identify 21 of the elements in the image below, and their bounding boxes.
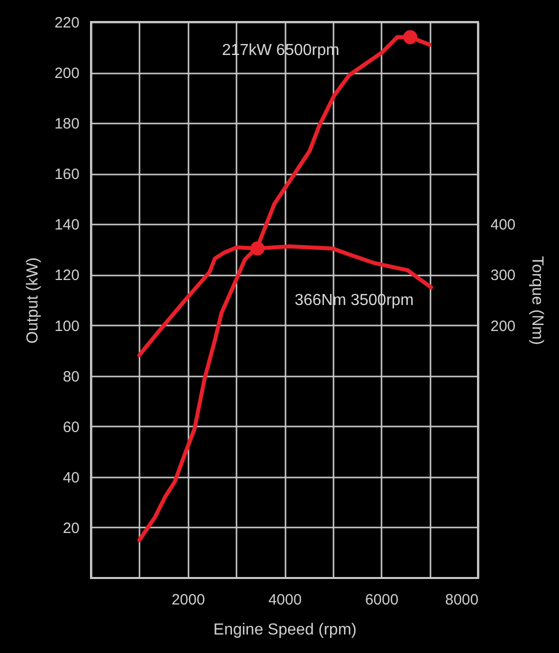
y2-tick-label: 300 <box>490 267 516 284</box>
x-tick-label: 6000 <box>365 592 398 608</box>
y-tick-label: 160 <box>54 166 80 184</box>
y2-tick-label: 200 <box>490 318 516 335</box>
y-tick-label: 220 <box>54 14 80 32</box>
y-tick-label: 200 <box>54 65 80 82</box>
y-tick-label: 100 <box>54 318 80 335</box>
x-tick-label: 4000 <box>268 592 302 608</box>
y-tick-label: 20 <box>62 520 80 537</box>
y-tick-label: 40 <box>62 469 80 486</box>
y-tick-label: 120 <box>54 267 80 284</box>
x-tick-label: 2000 <box>172 592 205 608</box>
y2-tick-label: 400 <box>490 216 516 234</box>
y-tick-label: 80 <box>62 368 80 386</box>
y-tick-label: 60 <box>62 418 80 436</box>
x-tick-label: 8000 <box>445 592 478 608</box>
y-tick-label: 180 <box>54 116 80 133</box>
y-tick-label: 140 <box>54 216 80 234</box>
x-axis-title: Engine Speed (rpm) <box>213 622 357 638</box>
y-axis-title: Output (kW) <box>24 257 42 344</box>
y2-axis-title: Torque (Nm) <box>528 256 546 345</box>
